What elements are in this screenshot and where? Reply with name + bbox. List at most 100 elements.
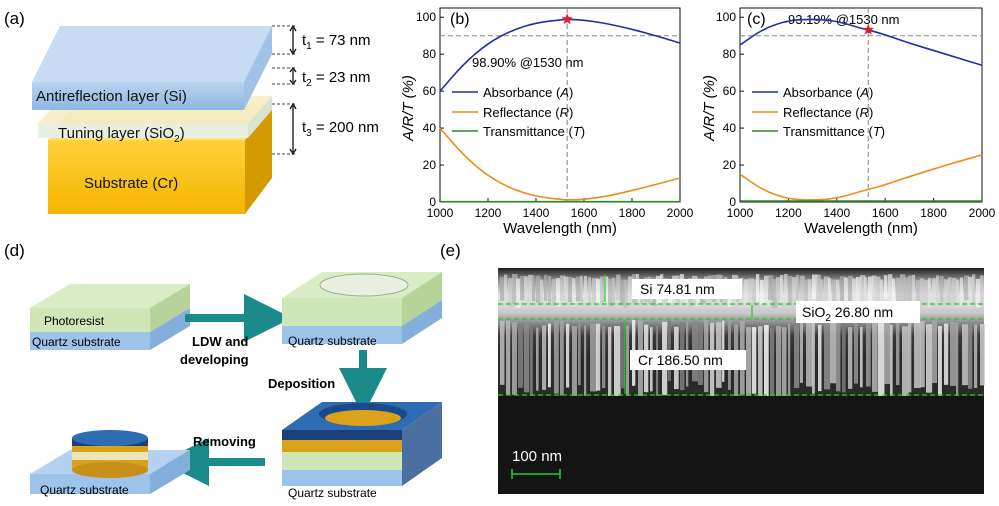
panel-a: (a) Antireflection layer (Si) Tuning lay… xyxy=(4,9,379,214)
cr-label-box xyxy=(630,350,746,370)
panel-d: (d) Photoresist Quartz substrate LDW and… xyxy=(4,241,442,500)
nanodisk-top xyxy=(72,430,148,446)
sem-si-grain xyxy=(860,275,866,301)
x-tick-label: 1600 xyxy=(571,206,598,220)
sem-si-grain xyxy=(788,275,793,306)
sem-column xyxy=(962,324,969,386)
sem-column xyxy=(590,323,597,392)
sem-si-grain xyxy=(908,275,913,302)
sem-column xyxy=(818,324,822,392)
sem-si-grain xyxy=(564,276,569,306)
sem-si-grain xyxy=(628,276,634,301)
sem-si-grain xyxy=(820,279,824,305)
plot-frame-c xyxy=(739,7,983,203)
sem-column xyxy=(578,323,581,386)
sem-column xyxy=(866,322,871,387)
sem-si-grain xyxy=(976,278,981,308)
x-tick-label: 1000 xyxy=(727,206,754,220)
sem-si-grain xyxy=(768,275,774,301)
sem-si-grain xyxy=(556,278,561,307)
tuning-front-face xyxy=(38,124,248,138)
sem-si-grain xyxy=(948,277,952,303)
legend-c: Absorbance (A) Reflectance (R) Transmitt… xyxy=(752,85,885,139)
quartz-label-3: Quartz substrate xyxy=(288,486,377,500)
sem-si-grain xyxy=(960,277,964,306)
x-tick-label: 1600 xyxy=(872,206,899,220)
annotation-c: 93.19% @1530 nm xyxy=(788,12,900,27)
thickness-guides xyxy=(272,25,296,155)
sem-si-grain xyxy=(552,278,557,307)
thickness-arrows xyxy=(289,24,297,156)
deposition-label: Deposition xyxy=(268,376,335,391)
sem-si-grain xyxy=(868,276,874,303)
sem-si-grain xyxy=(944,279,950,304)
sem-column xyxy=(602,325,606,389)
series-line-reflectance xyxy=(739,154,983,201)
scale-bar xyxy=(511,469,561,479)
sem-column xyxy=(878,323,885,399)
sem-si-grain xyxy=(916,279,921,305)
removing-label: Removing xyxy=(193,434,256,449)
y-tick-label: 100 xyxy=(416,10,436,24)
sem-column xyxy=(620,322,625,389)
sem-si-grain xyxy=(852,278,858,304)
sem-column xyxy=(920,320,925,388)
sem-column xyxy=(572,326,578,397)
sem-column xyxy=(764,325,769,399)
sem-si-grain xyxy=(896,277,901,305)
sem-si-grain xyxy=(592,278,598,303)
sem-si-grain xyxy=(780,274,784,304)
si-front-face xyxy=(32,82,244,110)
sem-column xyxy=(746,327,752,399)
sem-si-grain xyxy=(576,276,582,302)
sem-si-grain xyxy=(500,276,505,301)
si-top-face xyxy=(32,26,272,82)
sem-column xyxy=(776,326,782,399)
ldw-label-1: LDW and xyxy=(192,334,248,349)
step1-sample: Photoresist Quartz substrate xyxy=(30,284,190,350)
tuning-side-face xyxy=(248,96,272,138)
sem-column xyxy=(806,320,813,387)
panel-d-label: (d) xyxy=(4,241,25,260)
y-tick-label: 100 xyxy=(716,10,736,24)
legend-absorbance: Absorbance (A) xyxy=(483,85,573,100)
y-tick-label: 0 xyxy=(729,195,736,209)
sem-column xyxy=(560,320,564,396)
peak-star-marker xyxy=(561,13,573,25)
quartz-label-2: Quartz substrate xyxy=(288,334,377,348)
sem-si-grain xyxy=(624,279,628,309)
sem-column xyxy=(800,322,804,383)
sem-column xyxy=(758,326,763,401)
sem-si-grain xyxy=(604,276,609,306)
x-tick-label: 1200 xyxy=(475,206,502,220)
sem-si-grain xyxy=(772,279,778,308)
y-tick-label: 20 xyxy=(423,158,437,172)
ylabel-c: A/R/T (%) xyxy=(701,75,718,142)
sem-column xyxy=(854,323,859,384)
sem-si-grain xyxy=(808,279,812,305)
antireflection-label: Antireflection layer (Si) xyxy=(36,88,187,105)
legend-absorbance-c: Absorbance (A) xyxy=(783,85,873,100)
sio2-measure-label: SiO2 26.80 nm xyxy=(802,304,893,324)
sem-si-grain xyxy=(764,275,769,306)
panel-e-label: (e) xyxy=(440,241,461,260)
sem-si-grain xyxy=(608,278,613,307)
sem-column xyxy=(548,323,551,388)
sem-column xyxy=(980,323,985,386)
substrate-front-face xyxy=(48,140,245,214)
sem-si-grain xyxy=(928,278,932,308)
sem-si-grain xyxy=(940,276,944,303)
sem-column xyxy=(914,322,921,389)
photoresist-label: Photoresist xyxy=(44,314,105,328)
scale-bar-label: 100 nm xyxy=(512,448,562,465)
sem-column xyxy=(872,321,878,392)
sem-column xyxy=(614,325,621,397)
sem-si-grain xyxy=(572,278,576,307)
step4-sample: Quartz substrate xyxy=(30,430,190,497)
series-line-reflectance xyxy=(439,127,681,201)
sem-si-grain xyxy=(532,275,536,302)
sem-si-grain xyxy=(528,274,534,304)
quartz-label-1: Quartz substrate xyxy=(32,335,121,349)
sem-si-grain xyxy=(776,277,782,302)
sem-column xyxy=(836,323,841,392)
